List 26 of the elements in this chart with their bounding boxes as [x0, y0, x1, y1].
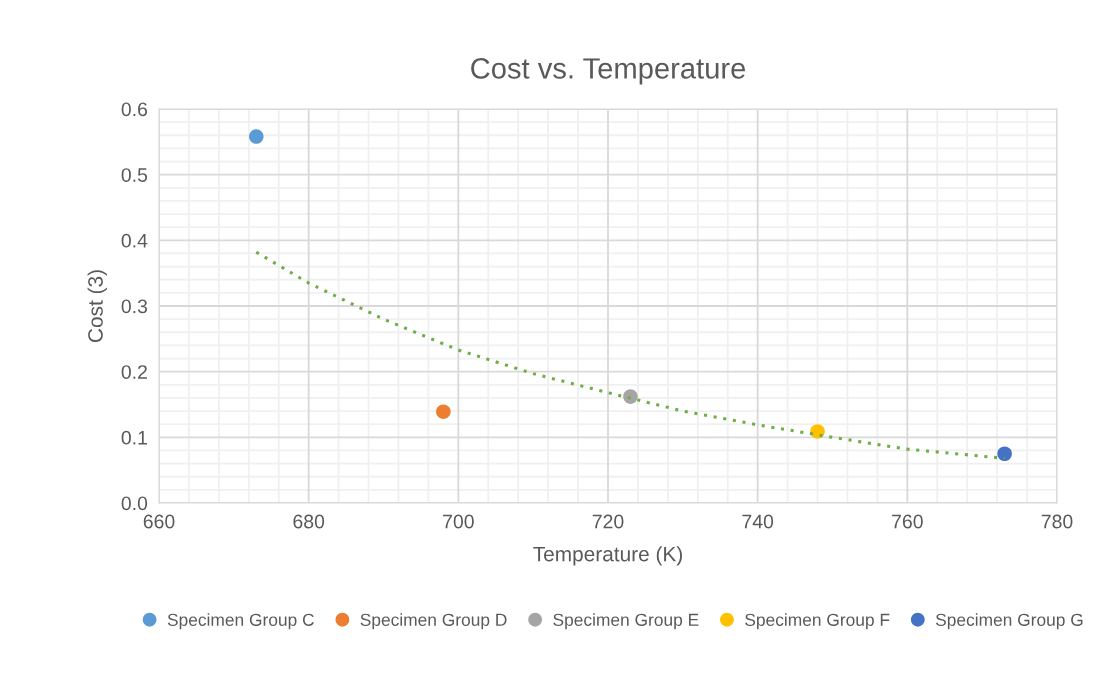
x-tick-label: 660	[143, 514, 175, 529]
point	[436, 404, 451, 420]
point	[623, 389, 638, 404]
chart-title: Cost vs. Temperature	[471, 58, 746, 85]
point	[249, 129, 264, 144]
x-tick-label: 760	[892, 514, 923, 529]
legend-label: Specimen Group G	[935, 613, 1083, 630]
x-tick-label: 720	[592, 514, 624, 529]
y-tick-label: 0.5	[121, 168, 148, 182]
legend-label: Specimen Group F	[745, 613, 890, 630]
legend-label: Specimen Group E	[553, 613, 699, 630]
x-tick-label: 680	[293, 514, 325, 529]
x-axis-title: Temperature (K)	[533, 546, 682, 566]
x-tick-label: 780	[1041, 514, 1073, 529]
x-tick-label: 740	[742, 514, 774, 529]
y-axis-title: Cost (3)	[87, 270, 107, 342]
legend-label: Specimen Group C	[167, 613, 314, 630]
legend-label: Specimen Group D	[360, 613, 507, 630]
y-tick-label: 0.1	[121, 430, 147, 445]
y-tick-label: 0.0	[121, 496, 148, 511]
y-tick-label: 0.3	[121, 299, 148, 314]
y-tick-label: 0.4	[121, 233, 148, 248]
y-tick-label: 0.2	[121, 365, 147, 379]
y-tick-label: 0.6	[121, 102, 148, 117]
x-tick-label: 700	[443, 514, 474, 529]
point	[997, 446, 1012, 462]
